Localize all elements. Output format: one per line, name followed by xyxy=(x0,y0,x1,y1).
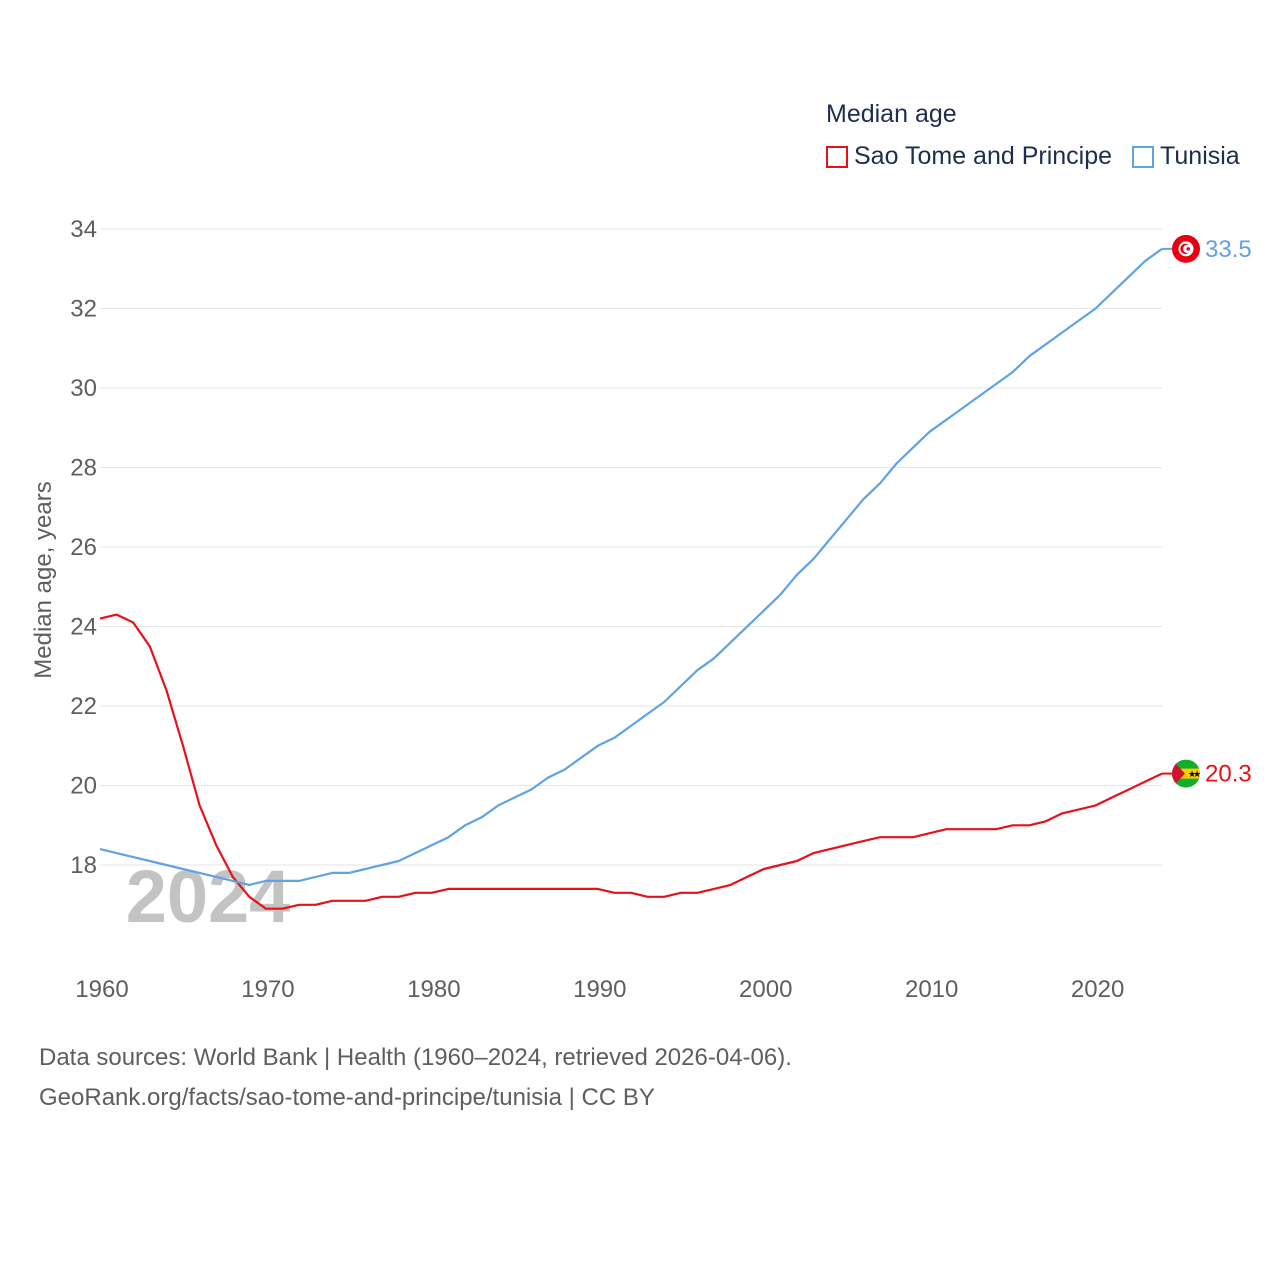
y-tick-label: 20 xyxy=(70,773,97,800)
series-line-tunisia[interactable] xyxy=(99,248,1163,887)
y-tick-label: 24 xyxy=(70,614,97,641)
end-label-tunisia: 33.5 xyxy=(1205,236,1252,263)
x-tick-label: 1960 xyxy=(75,976,128,1003)
legend-title: Median age xyxy=(826,100,957,128)
x-tick-label: 2010 xyxy=(905,976,958,1003)
legend-item-tunisia[interactable]: Tunisia xyxy=(1132,142,1240,171)
legend-item-sao-tome[interactable]: Sao Tome and Principe xyxy=(826,142,1112,171)
x-tick-label: 2000 xyxy=(739,976,792,1003)
y-tick-label: 32 xyxy=(70,296,97,323)
end-label-sao-tome: 20.3 xyxy=(1205,761,1252,788)
svg-text:★: ★ xyxy=(1193,770,1201,780)
legend-label-sao-tome: Sao Tome and Principe xyxy=(854,142,1113,170)
legend-swatch-sao-tome xyxy=(826,145,848,168)
sao-tome-flag-icon: ★★ xyxy=(1172,759,1201,788)
series-line-sao-tome[interactable] xyxy=(99,613,1163,910)
y-tick-label: 28 xyxy=(70,455,97,482)
y-tick-label: 34 xyxy=(70,216,97,243)
x-tick-label: 1970 xyxy=(241,976,294,1003)
end-labels: ★★ 20.333.5 xyxy=(1162,234,1252,788)
legend-label-tunisia: Tunisia xyxy=(1160,142,1240,170)
x-tick-label: 1990 xyxy=(573,976,626,1003)
y-axis-ticks: 18 20 22 24 26 28 30 32 34 xyxy=(70,216,97,879)
tunisia-flag-icon xyxy=(1172,234,1200,263)
svg-text:★: ★ xyxy=(1188,770,1196,780)
y-axis-label: Median age, years xyxy=(30,481,57,678)
gridlines xyxy=(100,228,1162,866)
series-lines xyxy=(99,248,1163,910)
x-tick-label: 1980 xyxy=(407,976,460,1003)
x-axis-ticks: 1960 1970 1980 1990 2000 2010 2020 xyxy=(75,976,1124,1003)
year-watermark: 2024 xyxy=(126,855,291,938)
y-tick-label: 22 xyxy=(70,693,97,720)
legend-swatch-tunisia xyxy=(1132,145,1155,168)
source-url-text[interactable]: GeoRank.org/facts/sao-tome-and-principe/… xyxy=(39,1084,655,1111)
y-tick-label: 26 xyxy=(70,534,97,561)
legend: Sao Tome and Principe Tunisia xyxy=(826,142,1240,171)
y-tick-label: 30 xyxy=(70,375,97,402)
y-tick-label: 18 xyxy=(70,852,97,879)
x-tick-label: 2020 xyxy=(1071,976,1124,1003)
data-source-text: Data sources: World Bank | Health (1960–… xyxy=(39,1044,792,1071)
